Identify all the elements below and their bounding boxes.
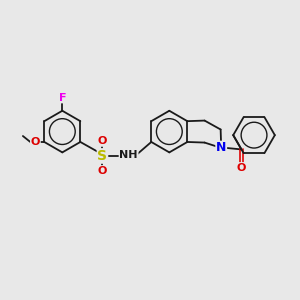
Text: N: N: [216, 141, 226, 154]
Text: O: O: [98, 136, 107, 146]
Text: O: O: [31, 137, 40, 147]
Text: O: O: [237, 163, 246, 173]
Text: S: S: [98, 149, 107, 163]
Text: NH: NH: [119, 150, 138, 160]
Text: O: O: [98, 166, 107, 176]
Text: F: F: [58, 93, 66, 103]
